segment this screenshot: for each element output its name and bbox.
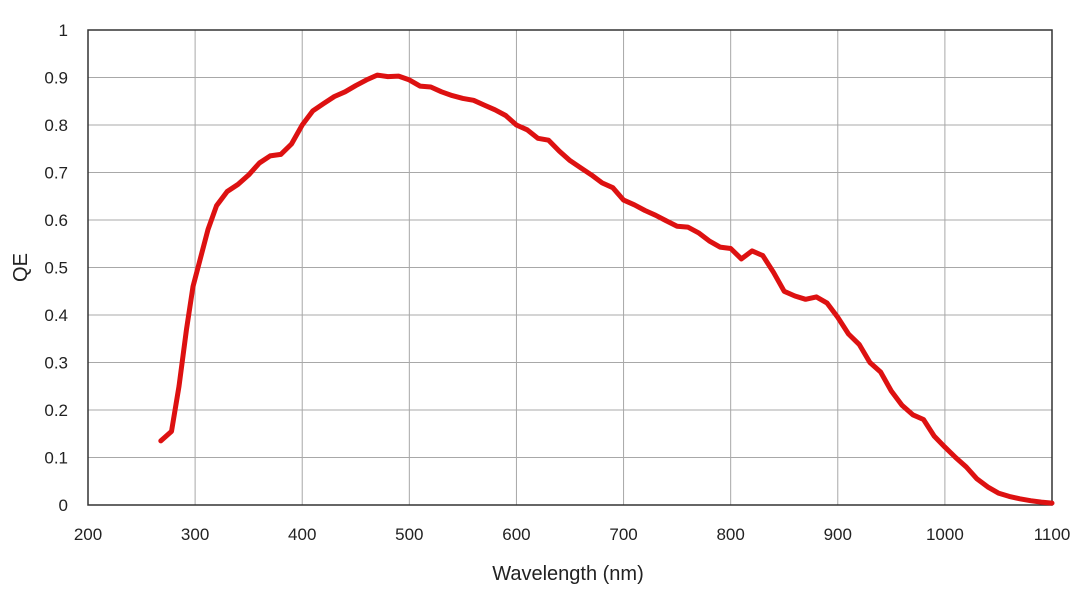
y-tick-label: 0 <box>59 496 68 515</box>
series-line-qe <box>158 72 1055 506</box>
series-layer <box>158 72 1055 506</box>
x-tick-label: 1000 <box>926 525 964 544</box>
y-tick-label: 1 <box>59 21 68 40</box>
x-tick-label: 1100 <box>1034 525 1071 544</box>
x-tick-label: 300 <box>181 525 209 544</box>
y-tick-label: 0.8 <box>44 116 68 135</box>
x-tick-label: 400 <box>288 525 316 544</box>
y-tick-label: 0.6 <box>44 211 68 230</box>
x-tick-label: 900 <box>824 525 852 544</box>
y-tick-label: 0.7 <box>44 164 68 183</box>
plot-area <box>87 29 1053 506</box>
y-tick-label: 0.4 <box>44 306 68 325</box>
x-tick-label: 200 <box>74 525 102 544</box>
y-tick-label: 0.1 <box>44 449 68 468</box>
y-tick-label: 0.3 <box>44 354 68 373</box>
y-tick-label: 0.2 <box>44 401 68 420</box>
y-axis-ticks: 0 0.1 0.2 0.3 0.4 0.5 0.6 0.7 0.8 0.9 1 <box>44 21 68 515</box>
x-tick-label: 500 <box>395 525 423 544</box>
x-axis-title: Wavelength (nm) <box>492 563 644 585</box>
y-axis-title: QE <box>10 253 32 282</box>
grid-lines <box>87 29 1053 506</box>
x-tick-label: 700 <box>609 525 637 544</box>
x-tick-label: 800 <box>716 525 744 544</box>
x-axis-ticks: 200 300 400 500 600 700 800 900 1000 1100 <box>74 525 1070 544</box>
x-tick-label: 600 <box>502 525 530 544</box>
y-tick-label: 0.9 <box>44 69 68 88</box>
y-tick-label: 0.5 <box>44 259 68 278</box>
